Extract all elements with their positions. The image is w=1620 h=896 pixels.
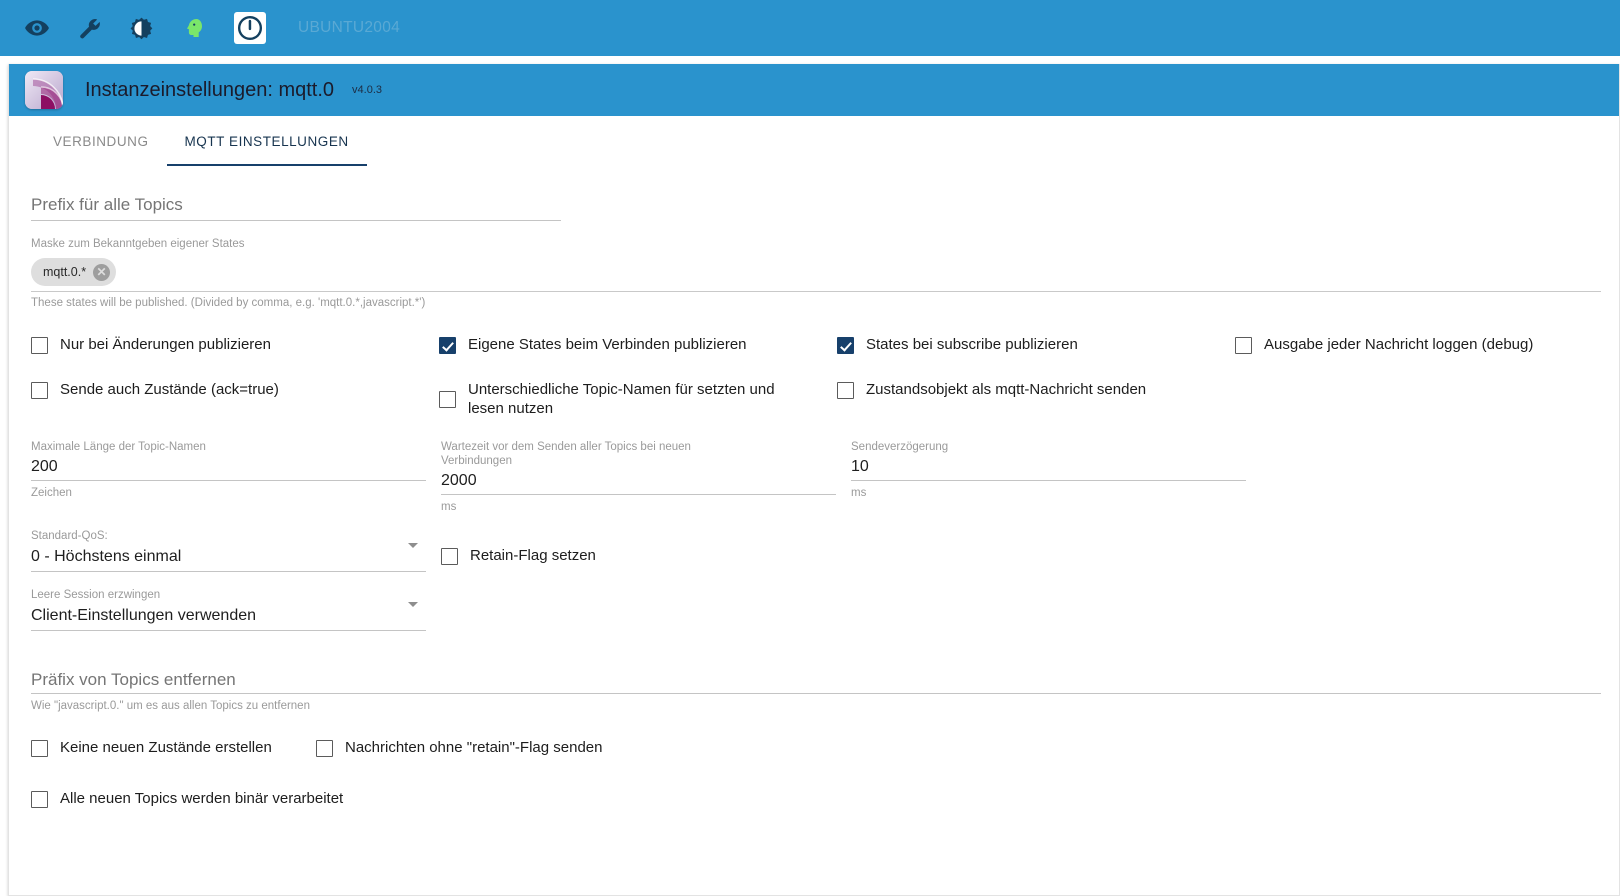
checkbox-publish-own-states-on-connect[interactable]: Eigene States beim Verbinden publizieren [439, 335, 837, 354]
dialog-header: Instanzeinstellungen: mqtt.0 v4.0.3 [9, 64, 1619, 116]
checkbox-no-new-states[interactable]: Keine neuen Zustände erstellen [31, 738, 316, 757]
host-name-label: UBUNTU2004 [298, 19, 401, 36]
send-delay-label: Sendeverzögerung [851, 441, 949, 453]
checkbox-row-2: Sende auch Zustände (ack=true) Unterschi… [31, 380, 1597, 418]
checkbox-box[interactable] [31, 791, 48, 808]
mqtt-settings-panel: Maske zum Bekanntgeben eigener States mq… [9, 166, 1619, 808]
checkbox-box[interactable] [316, 740, 333, 757]
prefix-input[interactable] [31, 190, 561, 220]
default-qos-field[interactable]: Standard-QoS: 0 - Höchstens einmal [31, 529, 426, 572]
checkbox-label: Sende auch Zustände (ack=true) [60, 381, 279, 398]
checkbox-box[interactable] [31, 382, 48, 399]
mask-label: Maske zum Bekanntgeben eigener States [31, 238, 245, 250]
wait-before-send-field[interactable]: Wartezeit vor dem Senden aller Topics be… [441, 440, 836, 513]
send-delay-input[interactable] [851, 454, 1246, 480]
checkbox-different-topic-names[interactable]: Unterschiedliche Topic-Namen für setzten… [439, 380, 837, 418]
mask-field: Maske zum Bekanntgeben eigener States mq… [31, 237, 1601, 309]
clean-session-field[interactable]: Leere Session erzwingen Client-Einstellu… [31, 588, 426, 631]
checkbox-set-retain-flag[interactable]: Retain-Flag setzen [441, 546, 839, 572]
wrench-icon[interactable] [74, 13, 104, 43]
checkbox-send-without-retain-flag[interactable]: Nachrichten ohne "retain"-Flag senden [316, 738, 736, 757]
wait-before-send-label: Wartezeit vor dem Senden aller Topics be… [441, 441, 691, 467]
checkbox-label: Zustandsobjekt als mqtt-Nachricht senden [866, 381, 1147, 398]
checkbox-label: States bei subscribe publizieren [866, 336, 1078, 353]
mask-underline [31, 291, 1601, 292]
contrast-icon[interactable] [126, 13, 156, 43]
max-topic-length-field[interactable]: Maximale Länge der Topic-Namen Zeichen [31, 440, 426, 513]
wait-before-send-help: ms [441, 501, 457, 513]
checkbox-label: Nachrichten ohne "retain"-Flag senden [345, 739, 603, 756]
checkbox-row-1: Nur bei Änderungen publizieren Eigene St… [31, 335, 1597, 354]
max-topic-length-input[interactable] [31, 454, 426, 480]
chevron-down-icon[interactable] [408, 602, 418, 607]
send-delay-field[interactable]: Sendeverzögerung ms [851, 440, 1246, 513]
checkbox-box[interactable] [31, 740, 48, 757]
remove-prefix-input[interactable] [31, 667, 1601, 693]
send-delay-help: ms [851, 487, 867, 499]
checkbox-box[interactable] [439, 391, 456, 408]
tab-mqtt-einstellungen[interactable]: MQTT EINSTELLUNGEN [166, 116, 367, 166]
clean-session-label: Leere Session erzwingen [31, 589, 161, 601]
prefix-field[interactable] [31, 190, 561, 221]
checkbox-publish-states-on-subscribe[interactable]: States bei subscribe publizieren [837, 335, 1235, 354]
dialog-title: Instanzeinstellungen: mqtt.0 [85, 78, 335, 101]
chip-delete-icon[interactable]: ✕ [93, 263, 111, 281]
clean-session-underline [31, 630, 426, 631]
default-qos-value[interactable]: 0 - Höchstens einmal [31, 548, 182, 565]
checkbox-label: Alle neuen Topics werden binär verarbeit… [60, 790, 344, 807]
checkbox-box[interactable] [837, 337, 854, 354]
qos-row: Standard-QoS: 0 - Höchstens einmal Retai… [31, 529, 1597, 572]
prefix-underline [31, 220, 561, 221]
settings-tabs: VERBINDUNG MQTT EINSTELLUNGEN [9, 116, 1619, 166]
max-topic-length-underline [31, 480, 426, 481]
checkbox-label: Keine neuen Zustände erstellen [60, 739, 272, 756]
clean-session-value[interactable]: Client-Einstellungen verwenden [31, 607, 257, 624]
mask-chip-label: mqtt.0.* [43, 265, 87, 279]
adapter-version-label: v4.0.3 [352, 84, 383, 96]
head-icon[interactable] [178, 13, 208, 43]
remove-prefix-help: Wie "javascript.0." um es aus allen Topi… [31, 700, 310, 712]
checkbox-row-3: Keine neuen Zustände erstellen Nachricht… [31, 738, 1597, 757]
checkbox-log-every-message-debug[interactable]: Ausgabe jeder Nachricht loggen (debug) [1235, 335, 1595, 354]
eye-icon[interactable] [22, 13, 52, 43]
default-qos-label: Standard-QoS: [31, 530, 108, 542]
iobroker-logo-icon[interactable] [234, 12, 266, 44]
checkbox-state-object-as-mqtt-message[interactable]: Zustandsobjekt als mqtt-Nachricht senden [837, 380, 1235, 418]
checkbox-publish-only-on-change[interactable]: Nur bei Änderungen publizieren [31, 335, 439, 354]
numeric-fields-row: Maximale Länge der Topic-Namen Zeichen W… [31, 440, 1597, 513]
max-topic-length-label: Maximale Länge der Topic-Namen [31, 441, 206, 453]
checkbox-box[interactable] [1235, 337, 1252, 354]
tab-verbindung[interactable]: VERBINDUNG [53, 133, 149, 149]
checkbox-box[interactable] [441, 548, 458, 565]
mqtt-adapter-icon [25, 71, 63, 109]
mask-chip[interactable]: mqtt.0.* ✕ [31, 258, 117, 286]
remove-prefix-underline [31, 693, 1601, 694]
wait-before-send-underline [441, 494, 836, 495]
checkbox-box[interactable] [837, 382, 854, 399]
checkbox-send-ack-true-states[interactable]: Sende auch Zustände (ack=true) [31, 380, 439, 418]
checkbox-row-4: Alle neuen Topics werden binär verarbeit… [31, 789, 1597, 808]
mask-help-text: These states will be published. (Divided… [31, 297, 426, 309]
wait-before-send-input[interactable] [441, 468, 836, 494]
default-qos-underline [31, 571, 426, 572]
checkbox-all-new-topics-binary[interactable]: Alle neuen Topics werden binär verarbeit… [31, 789, 531, 808]
top-toolbar: UBUNTU2004 [0, 0, 1620, 56]
checkbox-label: Nur bei Änderungen publizieren [60, 336, 271, 353]
checkbox-label: Ausgabe jeder Nachricht loggen (debug) [1264, 336, 1534, 353]
checkbox-label: Retain-Flag setzen [470, 547, 596, 564]
send-delay-underline [851, 480, 1246, 481]
clean-session-row: Leere Session erzwingen Client-Einstellu… [31, 588, 1597, 631]
instance-settings-dialog: Instanzeinstellungen: mqtt.0 v4.0.3 VERB… [8, 64, 1620, 896]
checkbox-box[interactable] [31, 337, 48, 354]
checkbox-label: Unterschiedliche Topic-Namen für setzten… [468, 381, 775, 417]
checkbox-box[interactable] [439, 337, 456, 354]
checkbox-label: Eigene States beim Verbinden publizieren [468, 336, 747, 353]
chevron-down-icon[interactable] [408, 543, 418, 548]
remove-prefix-field[interactable]: Wie "javascript.0." um es aus allen Topi… [31, 667, 1601, 712]
max-topic-length-help: Zeichen [31, 487, 72, 499]
